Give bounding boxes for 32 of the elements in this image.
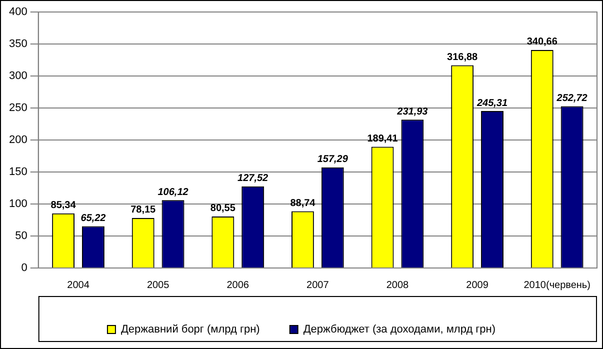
x-tick-label: 2007 xyxy=(306,280,330,291)
y-tick-label: 400 xyxy=(8,6,28,18)
legend-label: Держбюджет (за доходами, млрд грн) xyxy=(303,324,496,336)
data-label: 340,66 xyxy=(526,36,558,48)
data-label: 189,41 xyxy=(367,134,398,145)
data-label: 80,55 xyxy=(210,203,236,214)
y-tick-label: 100 xyxy=(8,198,28,210)
data-label: 85,34 xyxy=(50,200,76,212)
x-tick-label: 2008 xyxy=(386,280,410,291)
y-tick-label: 350 xyxy=(8,38,28,50)
y-tick-label: 200 xyxy=(8,134,28,146)
x-tick-label: 2004 xyxy=(67,280,90,291)
data-label: 157,29 xyxy=(317,154,348,166)
data-label: 88,74 xyxy=(290,198,316,209)
data-label: 316,88 xyxy=(447,52,478,63)
y-tick-label: 50 xyxy=(15,230,28,242)
data-label: 65,22 xyxy=(80,213,106,224)
data-label: 231,93 xyxy=(396,106,428,118)
y-tick-label: 250 xyxy=(8,102,28,114)
x-tick-label: 2006 xyxy=(226,280,250,291)
y-tick-label: 0 xyxy=(21,262,28,274)
legend-label: Державний борг (млрд грн) xyxy=(120,324,260,336)
x-tick-label: 2009 xyxy=(466,280,489,291)
data-label: 127,52 xyxy=(238,173,269,184)
x-tick-label: 2010(червень) xyxy=(524,280,590,291)
data-label: 252,72 xyxy=(556,93,588,104)
data-label: 245,31 xyxy=(476,98,508,109)
x-tick-label: 2005 xyxy=(146,280,170,291)
data-label: 78,15 xyxy=(130,204,156,216)
data-label: 106,12 xyxy=(158,186,189,198)
y-tick-label: 300 xyxy=(8,70,28,82)
y-tick-label: 150 xyxy=(8,166,28,178)
